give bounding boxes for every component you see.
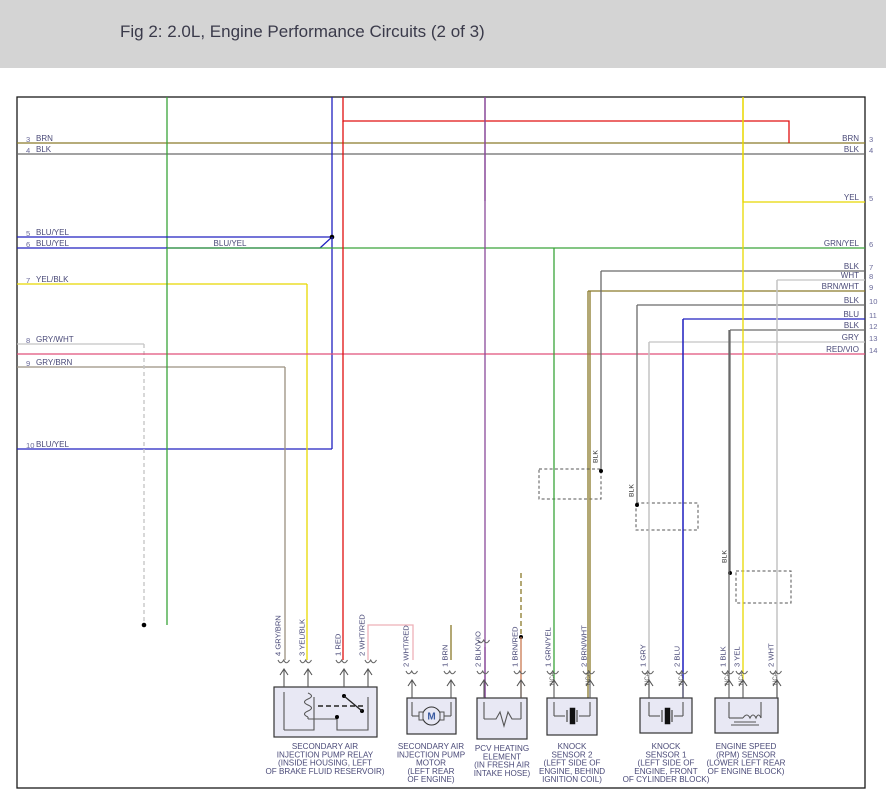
svg-text:BLK: BLK	[844, 262, 860, 271]
svg-text:2 BRN/WHT: 2 BRN/WHT	[580, 625, 589, 667]
svg-text:NCA: NCA	[645, 672, 651, 685]
svg-text:GRY/WHT: GRY/WHT	[36, 335, 74, 344]
svg-text:NCA: NCA	[725, 672, 731, 685]
svg-text:INTAKE HOSE): INTAKE HOSE)	[474, 769, 531, 778]
svg-text:4: 4	[869, 146, 873, 155]
svg-text:5: 5	[869, 194, 873, 203]
svg-text:1 BRN: 1 BRN	[441, 645, 450, 667]
svg-text:8: 8	[26, 336, 30, 345]
svg-text:BLK: BLK	[36, 145, 52, 154]
svg-text:IGNITION COIL): IGNITION COIL)	[542, 775, 602, 784]
svg-text:3 YEL/BLK: 3 YEL/BLK	[298, 619, 307, 656]
svg-text:11: 11	[869, 311, 877, 320]
svg-text:YEL/BLK: YEL/BLK	[36, 275, 69, 284]
svg-text:1 BRN/RED: 1 BRN/RED	[511, 626, 520, 667]
svg-text:NCA: NCA	[550, 672, 556, 685]
svg-text:2 BLU: 2 BLU	[673, 646, 682, 667]
svg-text:5: 5	[26, 229, 30, 238]
svg-text:NCA: NCA	[739, 672, 745, 685]
svg-text:10: 10	[26, 441, 34, 450]
svg-text:BLK: BLK	[844, 145, 860, 154]
svg-text:BLU: BLU	[843, 310, 859, 319]
svg-text:2 BLK/VIO: 2 BLK/VIO	[474, 631, 483, 667]
svg-text:NCA: NCA	[773, 672, 779, 685]
svg-text:12: 12	[869, 322, 877, 331]
svg-text:4 GRY/BRN: 4 GRY/BRN	[274, 615, 283, 656]
svg-text:BLU/YEL: BLU/YEL	[36, 228, 69, 237]
svg-text:WHT: WHT	[841, 271, 859, 280]
svg-text:GRY/BRN: GRY/BRN	[36, 358, 73, 367]
svg-text:1 GRN/YEL: 1 GRN/YEL	[544, 627, 553, 667]
svg-text:OF BRAKE FLUID RESERVOIR): OF BRAKE FLUID RESERVOIR)	[265, 767, 384, 776]
svg-text:14: 14	[869, 346, 877, 355]
svg-text:13: 13	[869, 334, 877, 343]
svg-text:M: M	[427, 712, 435, 723]
svg-text:6: 6	[869, 240, 873, 249]
svg-text:1 GRY: 1 GRY	[639, 644, 648, 667]
svg-text:BLK: BLK	[722, 550, 729, 563]
svg-text:GRN/YEL: GRN/YEL	[824, 239, 860, 248]
svg-text:9: 9	[869, 283, 873, 292]
svg-text:GRY: GRY	[842, 333, 860, 342]
svg-text:2 WHT: 2 WHT	[767, 643, 776, 667]
svg-text:1 RED: 1 RED	[334, 633, 343, 656]
svg-text:BRN: BRN	[842, 134, 859, 143]
svg-text:2 WHT/RED: 2 WHT/RED	[358, 614, 367, 656]
svg-text:BRN: BRN	[36, 134, 53, 143]
svg-text:BLK: BLK	[844, 321, 860, 330]
svg-text:BLU/YEL: BLU/YEL	[36, 440, 69, 449]
svg-text:BLK: BLK	[629, 484, 636, 497]
svg-text:YEL: YEL	[844, 193, 860, 202]
svg-text:BLU/YEL: BLU/YEL	[36, 239, 69, 248]
svg-text:BLK: BLK	[593, 450, 600, 463]
svg-text:OF ENGINE BLOCK): OF ENGINE BLOCK)	[708, 767, 785, 776]
svg-text:4: 4	[26, 146, 30, 155]
svg-text:3 YEL: 3 YEL	[733, 646, 742, 667]
svg-text:3: 3	[869, 135, 873, 144]
svg-text:NCA: NCA	[586, 672, 592, 685]
svg-text:3: 3	[26, 135, 30, 144]
svg-text:9: 9	[26, 359, 30, 368]
svg-text:OF ENGINE): OF ENGINE)	[407, 775, 455, 784]
svg-text:1 BLK: 1 BLK	[719, 646, 728, 667]
svg-text:10: 10	[869, 297, 877, 306]
svg-text:8: 8	[869, 272, 873, 281]
svg-text:BLK: BLK	[844, 296, 860, 305]
svg-text:7: 7	[26, 276, 30, 285]
svg-text:7: 7	[869, 263, 873, 272]
svg-text:6: 6	[26, 240, 30, 249]
svg-text:RED/VIO: RED/VIO	[826, 345, 859, 354]
svg-text:2 WHT/RED: 2 WHT/RED	[402, 625, 411, 667]
svg-text:BRN/WHT: BRN/WHT	[822, 282, 859, 291]
svg-text:OF CYLINDER BLOCK): OF CYLINDER BLOCK)	[623, 775, 710, 784]
svg-text:BLU/YEL: BLU/YEL	[214, 239, 247, 248]
svg-text:NCA: NCA	[679, 672, 685, 685]
